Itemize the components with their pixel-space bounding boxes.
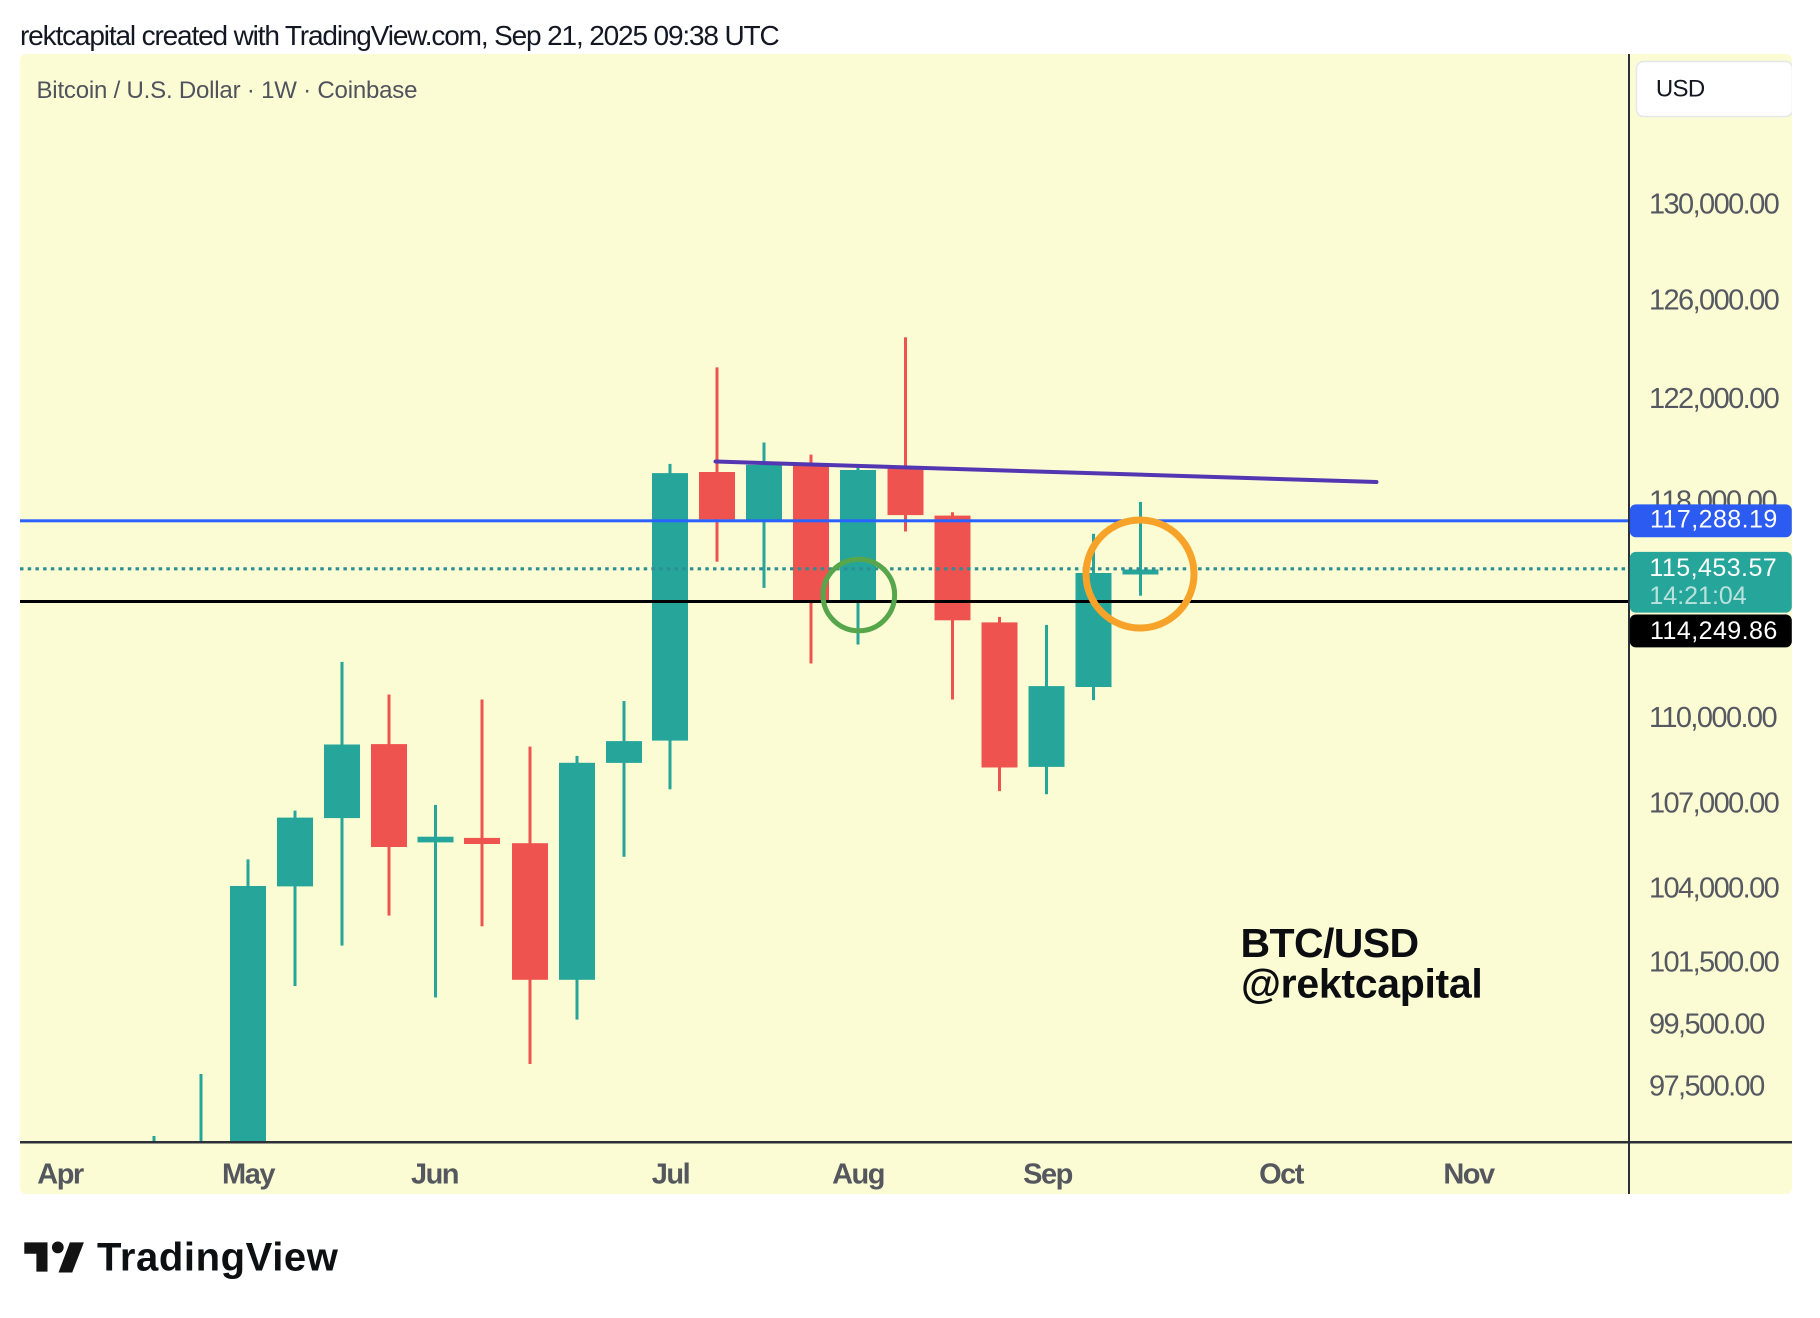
svg-text:117,288.19: 117,288.19 bbox=[1650, 506, 1778, 534]
svg-text:130,000.00: 130,000.00 bbox=[1649, 189, 1779, 221]
svg-text:107,000.00: 107,000.00 bbox=[1649, 788, 1779, 820]
svg-text:101,500.00: 101,500.00 bbox=[1649, 947, 1779, 979]
svg-text:122,000.00: 122,000.00 bbox=[1649, 383, 1779, 415]
svg-text:14:21:04: 14:21:04 bbox=[1649, 582, 1746, 610]
svg-text:Apr: Apr bbox=[37, 1159, 84, 1191]
svg-text:104,000.00: 104,000.00 bbox=[1649, 873, 1779, 905]
svg-text:115,453.57: 115,453.57 bbox=[1649, 554, 1777, 582]
svg-text:110,000.00: 110,000.00 bbox=[1649, 702, 1776, 734]
svg-text:126,000.00: 126,000.00 bbox=[1649, 285, 1779, 317]
svg-text:May: May bbox=[222, 1159, 275, 1191]
svg-text:Jul: Jul bbox=[652, 1159, 689, 1191]
svg-text:TradingView: TradingView bbox=[97, 1236, 339, 1280]
svg-text:Jun: Jun bbox=[411, 1159, 458, 1191]
svg-text:Nov: Nov bbox=[1443, 1159, 1495, 1191]
svg-text:Bitcoin / U.S. Dollar · 1W · C: Bitcoin / U.S. Dollar · 1W · Coinbase bbox=[37, 77, 418, 104]
svg-text:Aug: Aug bbox=[832, 1159, 884, 1191]
svg-text:BTC/USD: BTC/USD bbox=[1241, 920, 1419, 966]
svg-text:@rektcapital: @rektcapital bbox=[1241, 960, 1482, 1006]
svg-text:97,500.00: 97,500.00 bbox=[1649, 1071, 1764, 1103]
svg-text:99,500.00: 99,500.00 bbox=[1649, 1009, 1764, 1041]
svg-text:USD: USD bbox=[1656, 75, 1705, 102]
svg-text:Oct: Oct bbox=[1259, 1159, 1305, 1191]
svg-text:Sep: Sep bbox=[1023, 1159, 1072, 1191]
svg-text:114,249.86: 114,249.86 bbox=[1650, 617, 1778, 645]
